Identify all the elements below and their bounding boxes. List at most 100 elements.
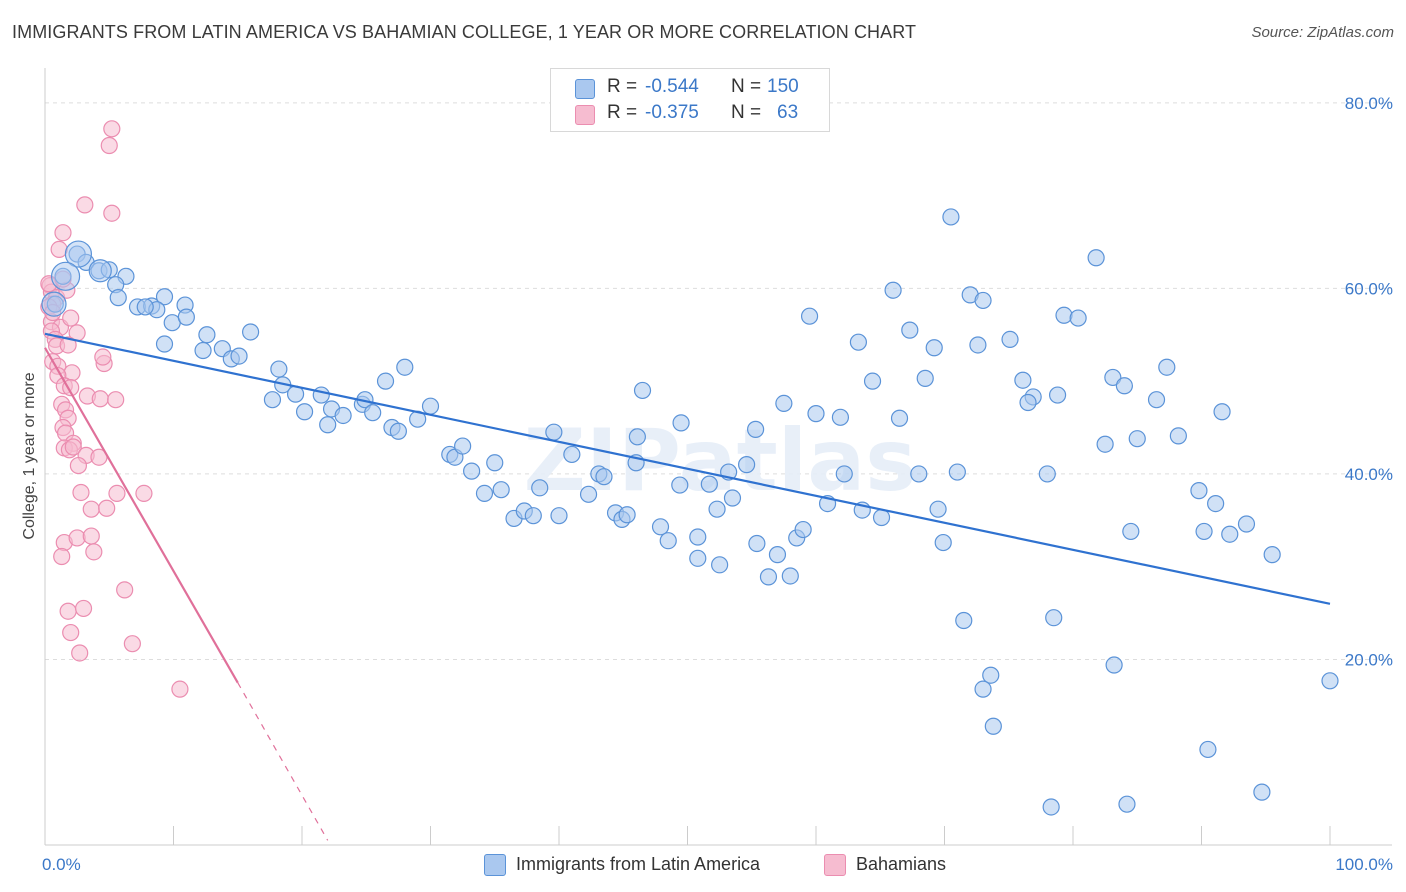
data-point <box>1087 249 1105 267</box>
data-point <box>85 543 103 561</box>
data-point <box>618 506 636 524</box>
data-point <box>984 717 1002 735</box>
data-point <box>54 224 72 242</box>
data-point <box>1213 403 1231 421</box>
data-point <box>62 623 80 642</box>
data-point <box>929 500 947 518</box>
data-point <box>1199 740 1217 759</box>
data-point <box>1263 546 1281 564</box>
trend-line-bahamians <box>44 347 239 684</box>
chart-title: IMMIGRANTS FROM LATIN AMERICA VS BAHAMIA… <box>12 22 917 42</box>
data-point <box>1069 309 1087 327</box>
data-point <box>1122 522 1140 541</box>
data-point <box>364 404 382 422</box>
data-point <box>69 456 88 475</box>
r-value: -0.544 <box>645 76 699 97</box>
legend-swatch-pink <box>824 854 846 876</box>
data-point <box>396 358 414 376</box>
legend-swatch-blue <box>575 79 595 99</box>
tick-labels: 20.0% 40.0% 60.0% 80.0% 0.0% 100.0% <box>42 94 1393 874</box>
data-point <box>1221 525 1239 543</box>
data-point <box>1045 609 1063 627</box>
gridlines <box>45 102 1392 660</box>
data-point <box>916 369 934 387</box>
data-point <box>91 390 109 408</box>
data-point <box>1115 377 1134 395</box>
data-point <box>1237 515 1256 533</box>
data-point <box>1253 783 1271 801</box>
data-point <box>700 475 718 493</box>
data-point <box>1096 435 1114 453</box>
data-point <box>1048 386 1067 404</box>
data-point <box>82 527 100 545</box>
n-value: 63 <box>777 102 799 123</box>
data-point <box>689 528 707 546</box>
data-point <box>948 463 966 481</box>
data-point <box>155 288 174 306</box>
data-point <box>524 507 542 525</box>
data-point <box>800 307 819 325</box>
data-point-large <box>88 259 112 283</box>
data-point <box>1019 393 1037 412</box>
data-point <box>103 204 121 222</box>
legend-swatch-pink <box>575 105 595 125</box>
data-point <box>1118 795 1136 813</box>
data-point <box>1169 427 1187 445</box>
data-point <box>64 438 82 456</box>
data-point <box>942 208 960 226</box>
data-point <box>863 372 882 390</box>
r-label: R = <box>607 76 638 97</box>
data-point <box>475 484 494 502</box>
data-point <box>421 397 440 415</box>
data-point <box>334 406 352 425</box>
data-point <box>59 602 77 620</box>
data-point <box>563 445 581 464</box>
data-point <box>807 405 825 423</box>
r-label: R = <box>607 102 638 123</box>
data-point <box>295 403 314 421</box>
data-point <box>263 391 282 409</box>
data-point <box>1042 798 1060 816</box>
trend-line-bahamians-extension <box>237 682 329 841</box>
data-point <box>768 546 787 564</box>
data-point <box>171 680 189 698</box>
data-point <box>628 428 646 446</box>
data-point <box>72 483 90 502</box>
y-axis-label: College, 1 year or more <box>21 372 38 539</box>
r-value: -0.375 <box>645 102 699 123</box>
data-point <box>651 518 670 536</box>
data-point <box>68 529 86 547</box>
data-point <box>747 420 765 438</box>
data-point <box>109 289 127 307</box>
data-point <box>270 360 288 378</box>
data-point <box>1055 306 1073 324</box>
data-point <box>831 408 850 426</box>
data-point <box>672 414 690 432</box>
data-point-large <box>41 291 67 317</box>
n-label: N = <box>731 102 762 123</box>
stats-legend: R = -0.544 N = 150 R = -0.375 N = 63 <box>550 68 830 132</box>
data-point <box>689 549 707 567</box>
data-point <box>116 581 134 599</box>
data-point <box>136 298 154 316</box>
data-point <box>925 339 943 357</box>
data-point <box>71 644 89 662</box>
data-point <box>98 499 116 517</box>
trend-lines <box>44 332 1331 841</box>
x-tick-label: 100.0% <box>1335 855 1393 874</box>
data-point <box>463 462 481 480</box>
source-credit: Source: ZipAtlas.com <box>1251 24 1394 41</box>
series-legend: Immigrants from Latin America Bahamians <box>0 850 1406 880</box>
data-point <box>872 508 891 527</box>
data-point-large <box>64 240 93 268</box>
data-point <box>1195 522 1213 541</box>
data-point <box>671 476 689 494</box>
data-point <box>177 308 195 326</box>
data-point <box>230 347 248 365</box>
data-point <box>759 568 778 586</box>
data-point <box>974 680 992 698</box>
data-point <box>242 323 260 341</box>
data-point <box>884 281 902 299</box>
data-point <box>1104 368 1122 387</box>
y-tick-label: 40.0% <box>1345 465 1393 484</box>
